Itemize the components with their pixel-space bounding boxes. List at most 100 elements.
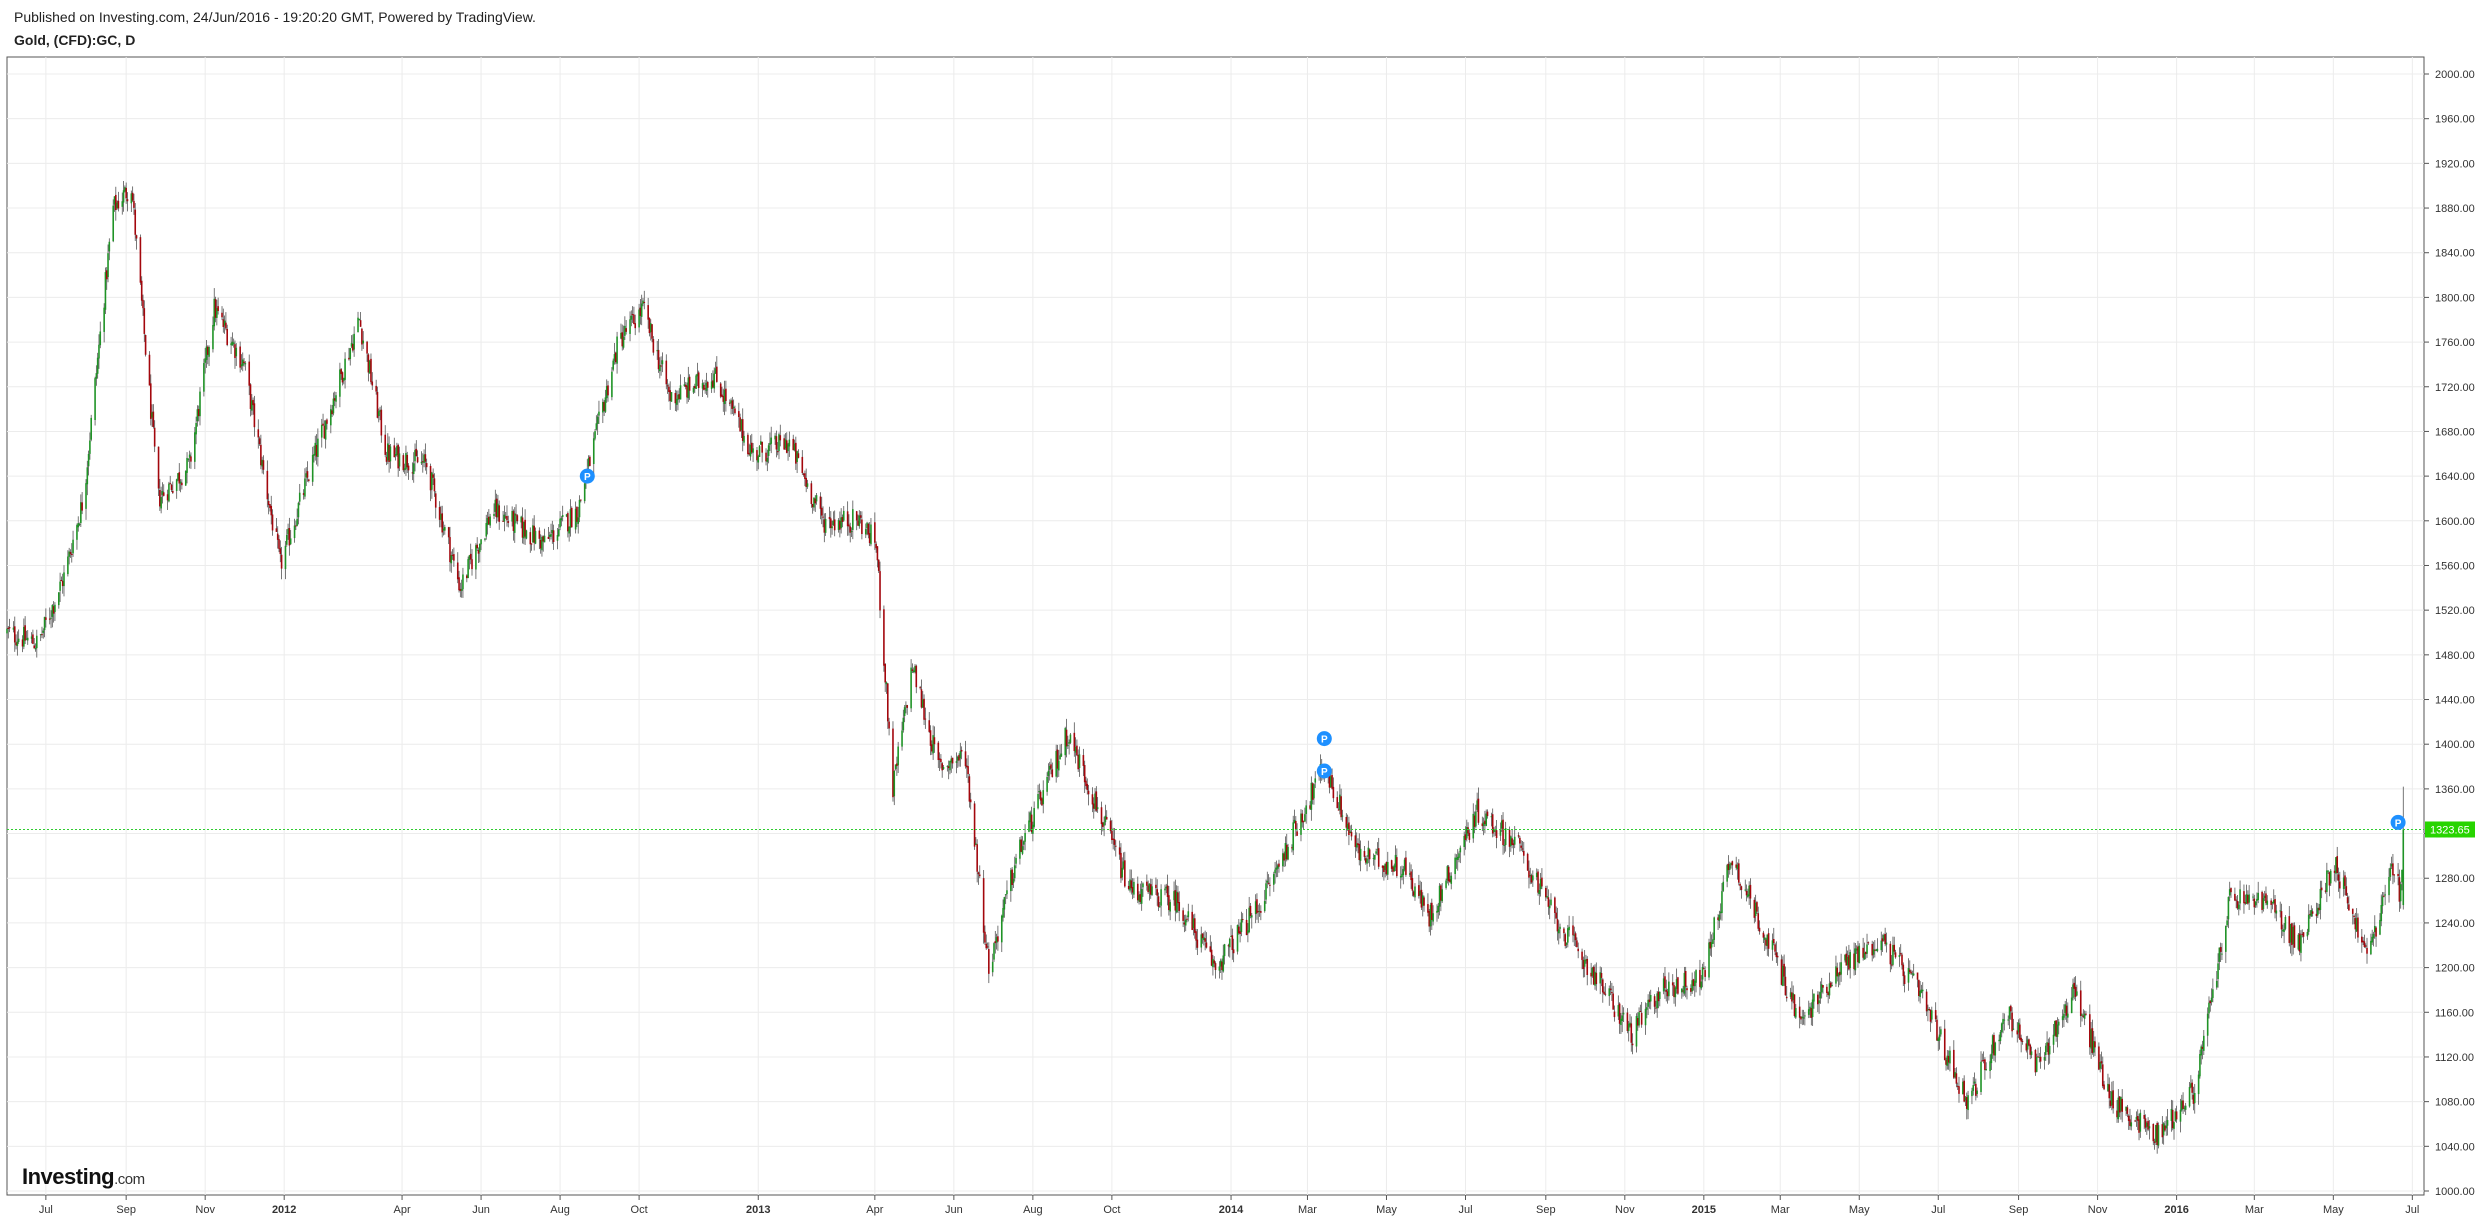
candle-body <box>1193 918 1196 933</box>
candle-body <box>1076 745 1078 756</box>
candle-body <box>1713 917 1715 940</box>
candle-body <box>1717 917 1719 921</box>
candle-body <box>1165 886 1168 889</box>
candle-body <box>34 647 37 650</box>
candle-body <box>352 343 354 351</box>
candle-body <box>932 735 934 754</box>
candle-body <box>1766 934 1769 947</box>
x-tick-label: Nov <box>2088 1204 2108 1216</box>
candle-body <box>1372 857 1375 859</box>
candle-body <box>2007 1019 2010 1021</box>
candle-body <box>643 301 646 303</box>
candle-body <box>1236 924 1239 952</box>
candle-body <box>1293 819 1296 824</box>
candle-body <box>1899 953 1902 955</box>
candle-body <box>688 376 691 391</box>
candle-body <box>2370 940 2372 955</box>
candle-body <box>1305 805 1307 815</box>
candle-body <box>625 328 627 332</box>
candle-body <box>78 524 81 526</box>
candle-body <box>1375 851 1377 854</box>
investing-logo[interactable]: Investing.com <box>22 1164 145 1190</box>
y-tick-label: 1720.00 <box>2435 382 2475 394</box>
candle-body <box>389 446 392 462</box>
candle-body <box>2037 1056 2039 1058</box>
candle-body <box>2056 1024 2059 1037</box>
candle-body <box>621 332 624 347</box>
candle-body <box>1801 1016 1804 1019</box>
candle-body <box>308 479 310 481</box>
candle-body <box>2170 1108 2173 1121</box>
candle-body <box>314 442 317 456</box>
candle-body <box>696 373 699 377</box>
candle-body <box>453 554 455 561</box>
candle-body <box>712 380 714 388</box>
x-tick-label: Oct <box>631 1204 648 1216</box>
candle-body <box>614 352 617 363</box>
candle-body <box>2311 911 2314 914</box>
candle-body <box>1727 863 1730 871</box>
candle-body <box>924 718 927 720</box>
candle-body <box>203 363 205 392</box>
candle-body <box>1272 874 1275 885</box>
candle-body <box>2008 1006 2011 1019</box>
candle-body <box>1699 969 1701 987</box>
candle-body <box>552 530 555 542</box>
candle-body <box>677 394 679 400</box>
candle-body <box>1813 993 1815 1002</box>
candle-body <box>1735 864 1738 868</box>
candle-body <box>1485 813 1488 826</box>
candle-body <box>778 434 780 452</box>
candle-body <box>1550 899 1552 905</box>
x-tick-label: May <box>2323 1204 2344 1216</box>
candle-body <box>1901 954 1903 966</box>
candle-body <box>543 535 546 543</box>
candle-body <box>1731 861 1734 866</box>
candle-body <box>516 515 519 522</box>
candle-body <box>1921 989 1924 992</box>
y-tick-label: 1960.00 <box>2435 114 2475 126</box>
candle-body <box>17 638 20 642</box>
x-tick-label: Nov <box>1615 1204 1635 1216</box>
candle-body <box>45 617 47 620</box>
candle-body <box>1012 878 1015 884</box>
candle-body <box>1762 932 1765 938</box>
candle-body <box>2143 1114 2146 1119</box>
candle-body <box>602 402 604 413</box>
candle-body <box>157 446 160 489</box>
y-tick-label: 1640.00 <box>2435 471 2475 483</box>
candle-body <box>539 539 542 549</box>
candle-body <box>313 453 315 456</box>
candle-body <box>2002 1018 2004 1025</box>
x-tick-label: 2014 <box>1219 1204 1244 1216</box>
candle-body <box>1930 1010 1933 1020</box>
candle-body <box>80 502 82 524</box>
candle-body <box>530 543 533 545</box>
candle-body <box>1441 889 1443 902</box>
candle-body <box>125 187 127 199</box>
candle-body <box>166 494 169 501</box>
candle-body <box>713 373 716 389</box>
candle-body <box>2230 888 2232 893</box>
candle-body <box>1454 857 1456 875</box>
candle-body <box>1020 839 1023 852</box>
candle-body <box>1168 895 1170 911</box>
candle-body <box>850 531 853 533</box>
candle-body <box>1257 911 1260 913</box>
candle-body <box>2138 1119 2140 1133</box>
candle-body <box>2153 1141 2156 1143</box>
candle-body <box>1863 952 1866 960</box>
candle-body <box>631 314 634 316</box>
candle-body <box>252 399 254 406</box>
candle-body <box>1849 952 1851 969</box>
event-marker-circle <box>579 468 595 484</box>
candle-body <box>190 456 192 462</box>
candle-body <box>611 371 613 398</box>
candle-body <box>388 445 390 462</box>
candle-body <box>2206 1013 2209 1036</box>
candle-body <box>2112 1090 2114 1109</box>
candle-body <box>1835 966 1837 984</box>
candle-body <box>1753 899 1756 918</box>
candle-body <box>747 434 749 455</box>
